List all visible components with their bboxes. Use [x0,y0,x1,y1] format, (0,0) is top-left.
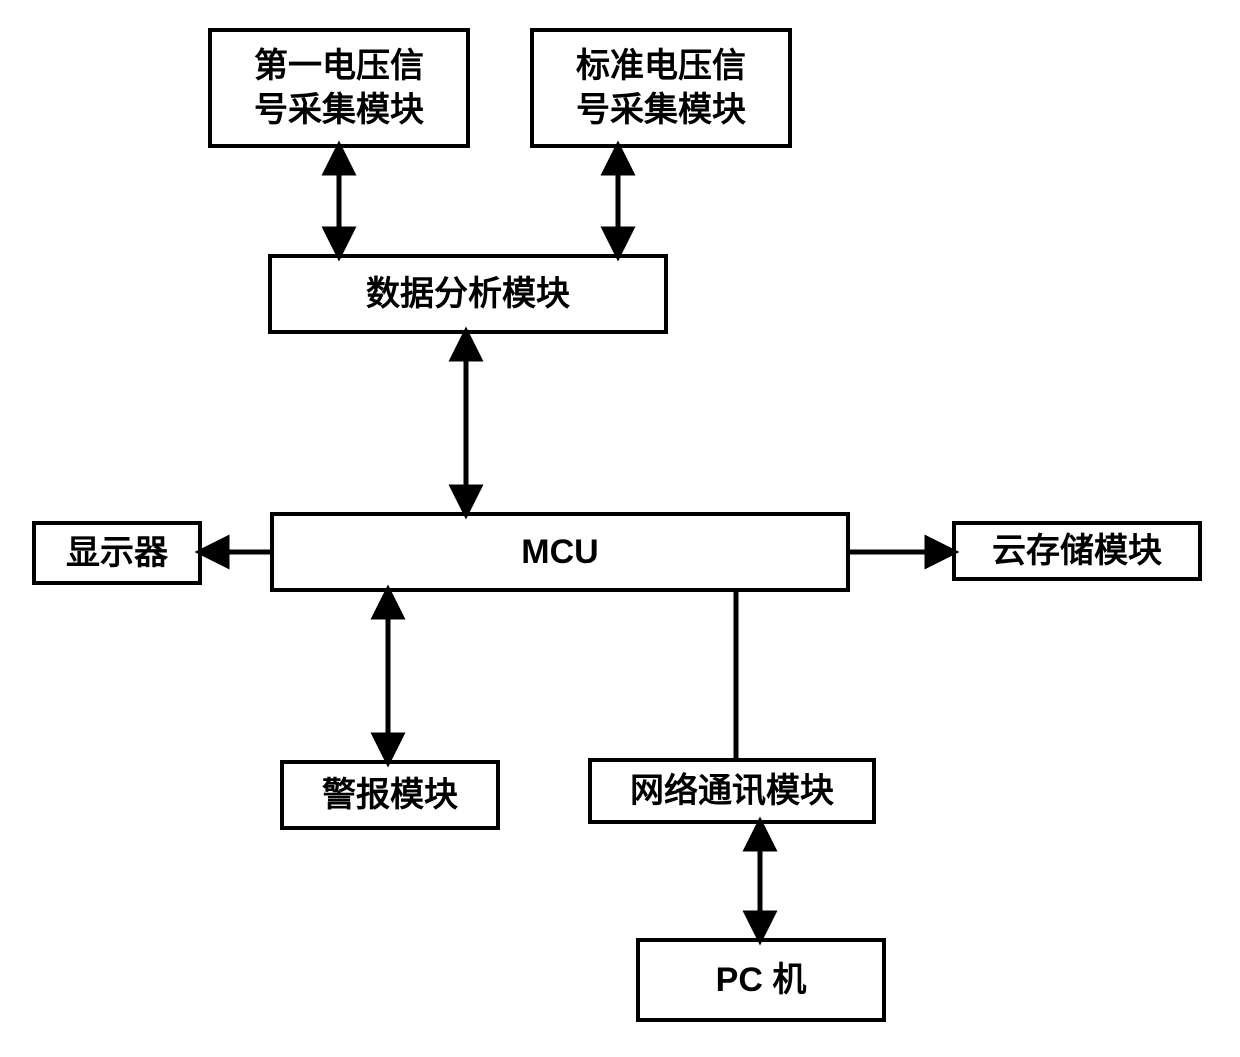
node-voltage-std-label: 标准电压信号采集模块 [576,44,746,132]
node-netcomm: 网络通讯模块 [588,758,876,824]
node-pc-label: PC 机 [716,958,807,1002]
node-analysis-label: 数据分析模块 [366,272,570,316]
node-alarm: 警报模块 [280,760,500,830]
node-display: 显示器 [32,521,202,585]
node-voltage-std: 标准电压信号采集模块 [530,28,792,148]
node-mcu: MCU [270,512,850,592]
node-netcomm-label: 网络通讯模块 [630,769,834,813]
node-pc: PC 机 [636,938,886,1022]
node-cloud: 云存储模块 [952,521,1202,581]
node-cloud-label: 云存储模块 [992,529,1162,573]
node-mcu-label: MCU [521,530,598,574]
node-voltage1-label: 第一电压信号采集模块 [254,44,424,132]
node-display-label: 显示器 [66,531,168,575]
node-analysis: 数据分析模块 [268,254,668,334]
node-voltage1: 第一电压信号采集模块 [208,28,470,148]
node-alarm-label: 警报模块 [322,773,458,817]
